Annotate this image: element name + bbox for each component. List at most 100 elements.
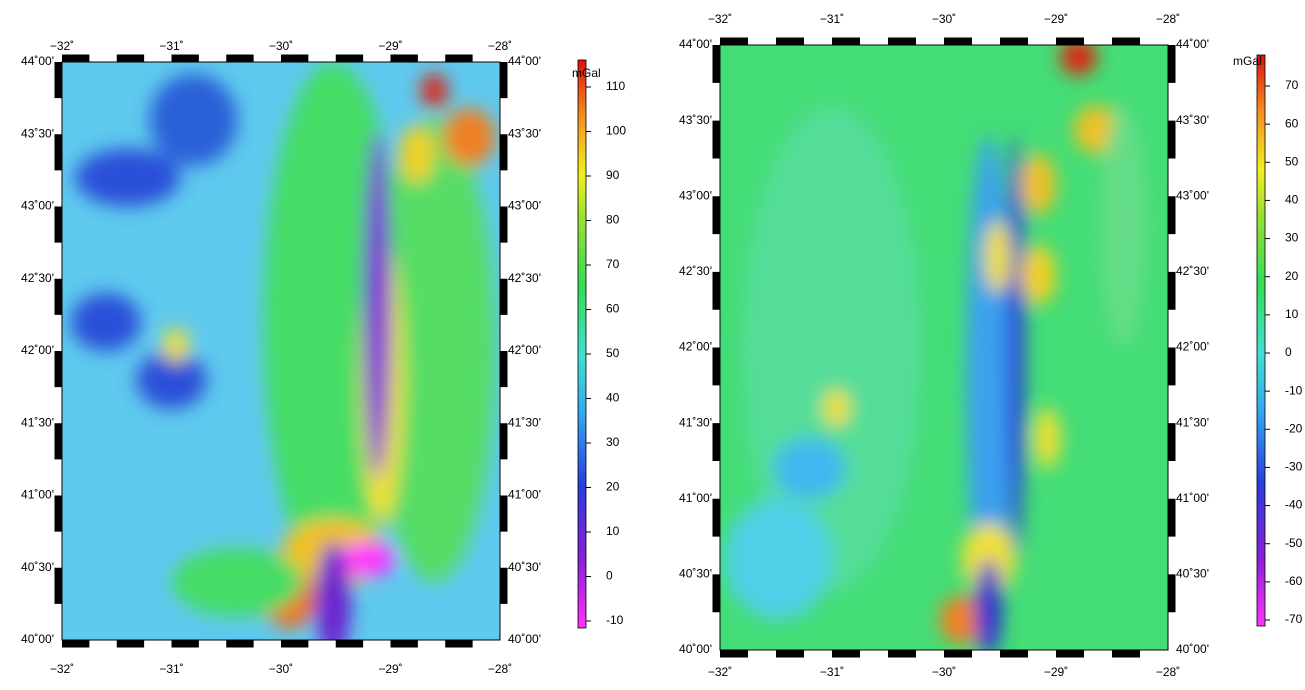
anomaly-blob (823, 390, 850, 426)
lon-label: −30˚ (269, 39, 293, 53)
lat-label: 40˚30' (1176, 567, 1209, 581)
colorbar-label: 60 (1285, 116, 1299, 130)
lat-label: 43˚30' (21, 126, 54, 140)
colorbar-label: 50 (606, 346, 620, 360)
anomaly-blob (364, 131, 390, 478)
lat-label: 42˚00' (21, 343, 54, 357)
colorbar-label: 30 (1285, 231, 1299, 245)
lat-label: 42˚30' (1176, 264, 1209, 278)
lon-label: −31˚ (820, 665, 844, 679)
colorbar (578, 60, 586, 628)
colorbar-label: 40 (1285, 193, 1299, 207)
anomaly-blob (774, 438, 846, 499)
colorbar-label: 80 (606, 213, 620, 227)
colorbar-label: -30 (1285, 460, 1303, 474)
lat-label: 40˚00' (1176, 642, 1209, 656)
colorbar-label: 40 (606, 391, 620, 405)
anomaly-blob (1034, 408, 1061, 469)
lon-label: −29˚ (1044, 665, 1068, 679)
lon-label: −31˚ (159, 662, 183, 676)
lat-label: 41˚30' (21, 415, 54, 429)
lat-label: 42˚00' (508, 343, 541, 357)
lat-label: 43˚00' (508, 199, 541, 213)
lon-label: −32˚ (708, 665, 732, 679)
lat-label: 41˚00' (1176, 491, 1209, 505)
lat-label: 43˚00' (21, 199, 54, 213)
lat-label: 42˚30' (679, 264, 712, 278)
colorbar (1257, 55, 1265, 626)
lat-label: 41˚00' (508, 488, 541, 502)
lon-label: −32˚ (708, 12, 732, 26)
lon-label: −28˚ (488, 662, 512, 676)
colorbar-label: 0 (1285, 345, 1292, 359)
figure: −32˚ −32˚ −31˚ −31˚ −30˚ −30˚ −29˚ −29˚ −28˚ −28˚… (0, 0, 1305, 685)
colorbar-label: -70 (1285, 612, 1303, 626)
colorbar-label: 90 (606, 168, 620, 182)
lat-label: 40˚30' (679, 567, 712, 581)
lat-label: 42˚00' (679, 340, 712, 354)
lat-label: 43˚30' (508, 126, 541, 140)
lon-label: −28˚ (488, 39, 512, 53)
anomaly-blob (150, 74, 238, 166)
anomaly-blob (75, 149, 180, 207)
lat-label: 44˚00' (1176, 37, 1209, 51)
anomaly-blob (1020, 154, 1056, 215)
lon-label: −29˚ (378, 39, 402, 53)
lon-label: −32˚ (50, 39, 74, 53)
lat-label: 40˚30' (508, 560, 541, 574)
lat-label: 40˚00' (21, 632, 54, 646)
map-area (62, 62, 500, 657)
anomaly-blob (724, 499, 832, 620)
lat-label: 43˚30' (679, 113, 712, 127)
colorbar-label: -20 (1285, 421, 1303, 435)
colorbar-label: 20 (606, 480, 620, 494)
lon-label: −29˚ (1044, 12, 1068, 26)
lon-label: −28˚ (1156, 665, 1180, 679)
lat-label: 40˚00' (508, 632, 541, 646)
colorbar-label: 30 (606, 435, 620, 449)
lon-label: −30˚ (932, 12, 956, 26)
lon-label: −28˚ (1156, 12, 1180, 26)
anomaly-blob (1020, 245, 1056, 306)
lon-label: −30˚ (932, 665, 956, 679)
colorbar-label: 70 (606, 257, 620, 271)
lat-label: 43˚30' (1176, 113, 1209, 127)
lat-label: 42˚30' (21, 271, 54, 285)
anomaly-blob (342, 542, 395, 577)
lon-label: −31˚ (159, 39, 183, 53)
colorbar-unit: mGal (572, 66, 601, 80)
colorbar-label: 0 (606, 569, 613, 583)
lat-label: 41˚00' (21, 488, 54, 502)
lon-label: −31˚ (820, 12, 844, 26)
colorbar-label: 20 (1285, 269, 1299, 283)
lon-label: −30˚ (269, 662, 293, 676)
colorbar-label: 60 (606, 302, 620, 316)
anomaly-blob (163, 328, 189, 363)
colorbar-label: -60 (1285, 574, 1303, 588)
lat-label: 41˚30' (508, 415, 541, 429)
colorbar-label: -50 (1285, 536, 1303, 550)
lat-label: 43˚00' (1176, 188, 1209, 202)
lat-label: 42˚30' (508, 271, 541, 285)
map-area (720, 39, 1168, 656)
colorbar-label: 100 (606, 124, 626, 138)
colorbar-label: -40 (1285, 498, 1303, 512)
anomaly-blob (172, 548, 303, 617)
colorbar-label: 70 (1285, 78, 1299, 92)
lon-label: −32˚ (50, 662, 74, 676)
anomaly-blob (399, 126, 434, 184)
colorbar-unit: mGal (1233, 54, 1262, 68)
anomaly-blob (984, 220, 1011, 293)
lat-label: 43˚00' (679, 188, 712, 202)
anomaly-blob (443, 108, 496, 166)
lat-label: 42˚00' (1176, 340, 1209, 354)
lat-label: 41˚30' (1176, 415, 1209, 429)
lat-label: 44˚00' (679, 37, 712, 51)
anomaly-blob (1101, 106, 1146, 348)
anomaly-blob (1007, 136, 1025, 560)
anomaly-blob (975, 559, 1002, 656)
colorbar-label: 10 (606, 524, 620, 538)
lat-label: 44˚00' (21, 54, 54, 68)
lon-label: −29˚ (378, 662, 402, 676)
lat-label: 41˚30' (679, 415, 712, 429)
